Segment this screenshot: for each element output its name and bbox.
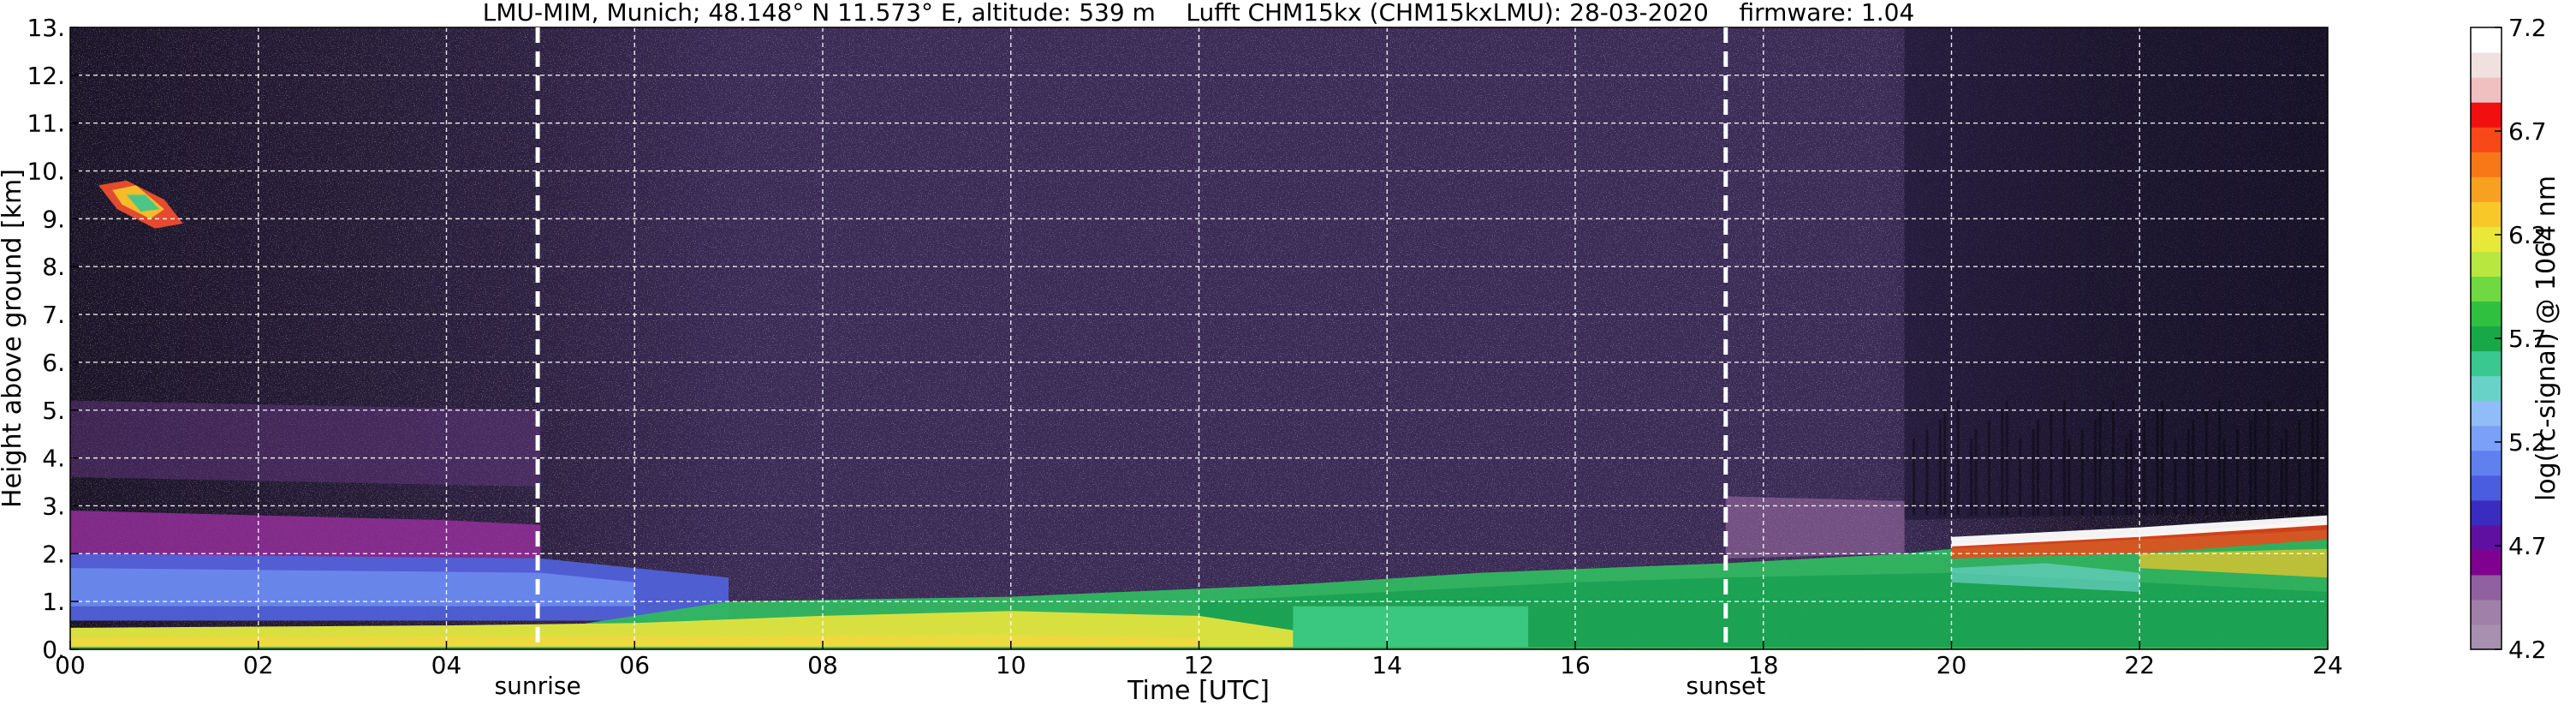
colorbar-segment	[2471, 152, 2502, 177]
colorbar-segment	[2471, 624, 2502, 650]
marker-label-sunset: sunset	[1686, 672, 1765, 700]
x-tick-label: 24	[2312, 651, 2343, 679]
y-tick-label: 13.	[27, 14, 65, 42]
colorbar-segment	[2471, 52, 2502, 78]
colorbar-segment	[2471, 102, 2502, 128]
colorbar-tick-label: 6.7	[2508, 117, 2547, 146]
x-tick-label: 22	[2124, 651, 2155, 679]
y-axis: 0. 1. 2. 3. 4. 5. 6. 7. 8. 9. 10. 11. 12. 13.	[27, 14, 79, 664]
sun-markers: sunrise sunset	[494, 27, 1765, 700]
chart-title: LMU-MIM, Munich; 48.148° N 11.573° E, al…	[483, 0, 1915, 27]
colorbar-segment	[2471, 425, 2502, 451]
colorbar-segment	[2471, 276, 2502, 302]
y-tick-label: 2.	[42, 540, 65, 568]
colorbar-segment	[2471, 77, 2502, 103]
x-tick-label: 04	[431, 651, 462, 679]
x-tick-label: 00	[55, 651, 86, 679]
y-tick-label: 7.	[42, 301, 65, 329]
y-tick-label: 0.	[42, 636, 65, 664]
y-tick-label: 11.	[27, 110, 65, 138]
x-tick-label: 18	[1748, 651, 1779, 679]
colorbar-segment	[2471, 251, 2502, 277]
y-tick-label: 6.	[42, 349, 65, 377]
x-tick-label: 02	[243, 651, 274, 679]
y-tick-label: 3.	[42, 492, 65, 520]
colorbar-segment	[2471, 599, 2502, 625]
x-tick-label: 16	[1560, 651, 1591, 679]
marker-label-sunrise: sunrise	[494, 672, 580, 700]
colorbar-segment	[2471, 549, 2502, 576]
x-tick-label: 20	[1936, 651, 1967, 679]
colorbar-segment	[2471, 301, 2502, 327]
colorbar-segment	[2471, 176, 2502, 202]
y-tick-label: 10.	[27, 158, 65, 186]
colorbar-tick-label: 4.7	[2508, 532, 2547, 560]
colorbar-tick-label: 4.2	[2508, 636, 2547, 664]
x-tick-label: 12	[1184, 651, 1215, 679]
colorbar-tick-label: 5.7	[2508, 325, 2547, 353]
colorbar-tick-label: 7.2	[2508, 14, 2547, 42]
colorbar-segment	[2471, 499, 2502, 526]
colorbar-label: log(rc-signal) @ 1064 nm	[2531, 176, 2561, 501]
x-tick-label: 14	[1371, 651, 1402, 679]
colorbar-tick-label: 5.2	[2508, 428, 2547, 457]
colorbar-segment	[2471, 201, 2502, 227]
y-tick-label: 4.	[42, 445, 65, 473]
colorbar-segment	[2471, 450, 2502, 476]
colorbar-segment	[2471, 400, 2502, 427]
y-tick-label: 8.	[42, 253, 65, 281]
x-axis: 00 02 04 06 08 10 12 14 16 18 20 22 24	[55, 641, 2343, 679]
colorbar-segment	[2471, 350, 2502, 377]
y-axis-label: Height above ground [km]	[0, 169, 27, 508]
colorbar-segment	[2471, 574, 2502, 600]
colorbar: 4.2 4.7 5.2 5.7 6.2 6.7 7.2	[2470, 14, 2547, 664]
y-tick-label: 1.	[42, 588, 65, 616]
x-tick-label: 10	[996, 651, 1026, 679]
colorbar-segment	[2471, 226, 2502, 252]
y-tick-label: 5.	[42, 397, 65, 425]
y-tick-label: 9.	[42, 205, 65, 233]
y-tick-label: 12.	[27, 62, 65, 90]
colorbar-segment	[2471, 475, 2502, 501]
x-tick-label: 06	[619, 651, 650, 679]
colorbar-segment	[2471, 375, 2502, 402]
grid-lines	[69, 27, 2329, 650]
colorbar-segment	[2471, 524, 2502, 551]
colorbar-tick-label: 6.2	[2508, 221, 2547, 249]
x-axis-label: Time [UTC]	[1127, 676, 1270, 706]
colorbar-segment	[2471, 27, 2502, 53]
x-tick-label: 08	[807, 651, 838, 679]
